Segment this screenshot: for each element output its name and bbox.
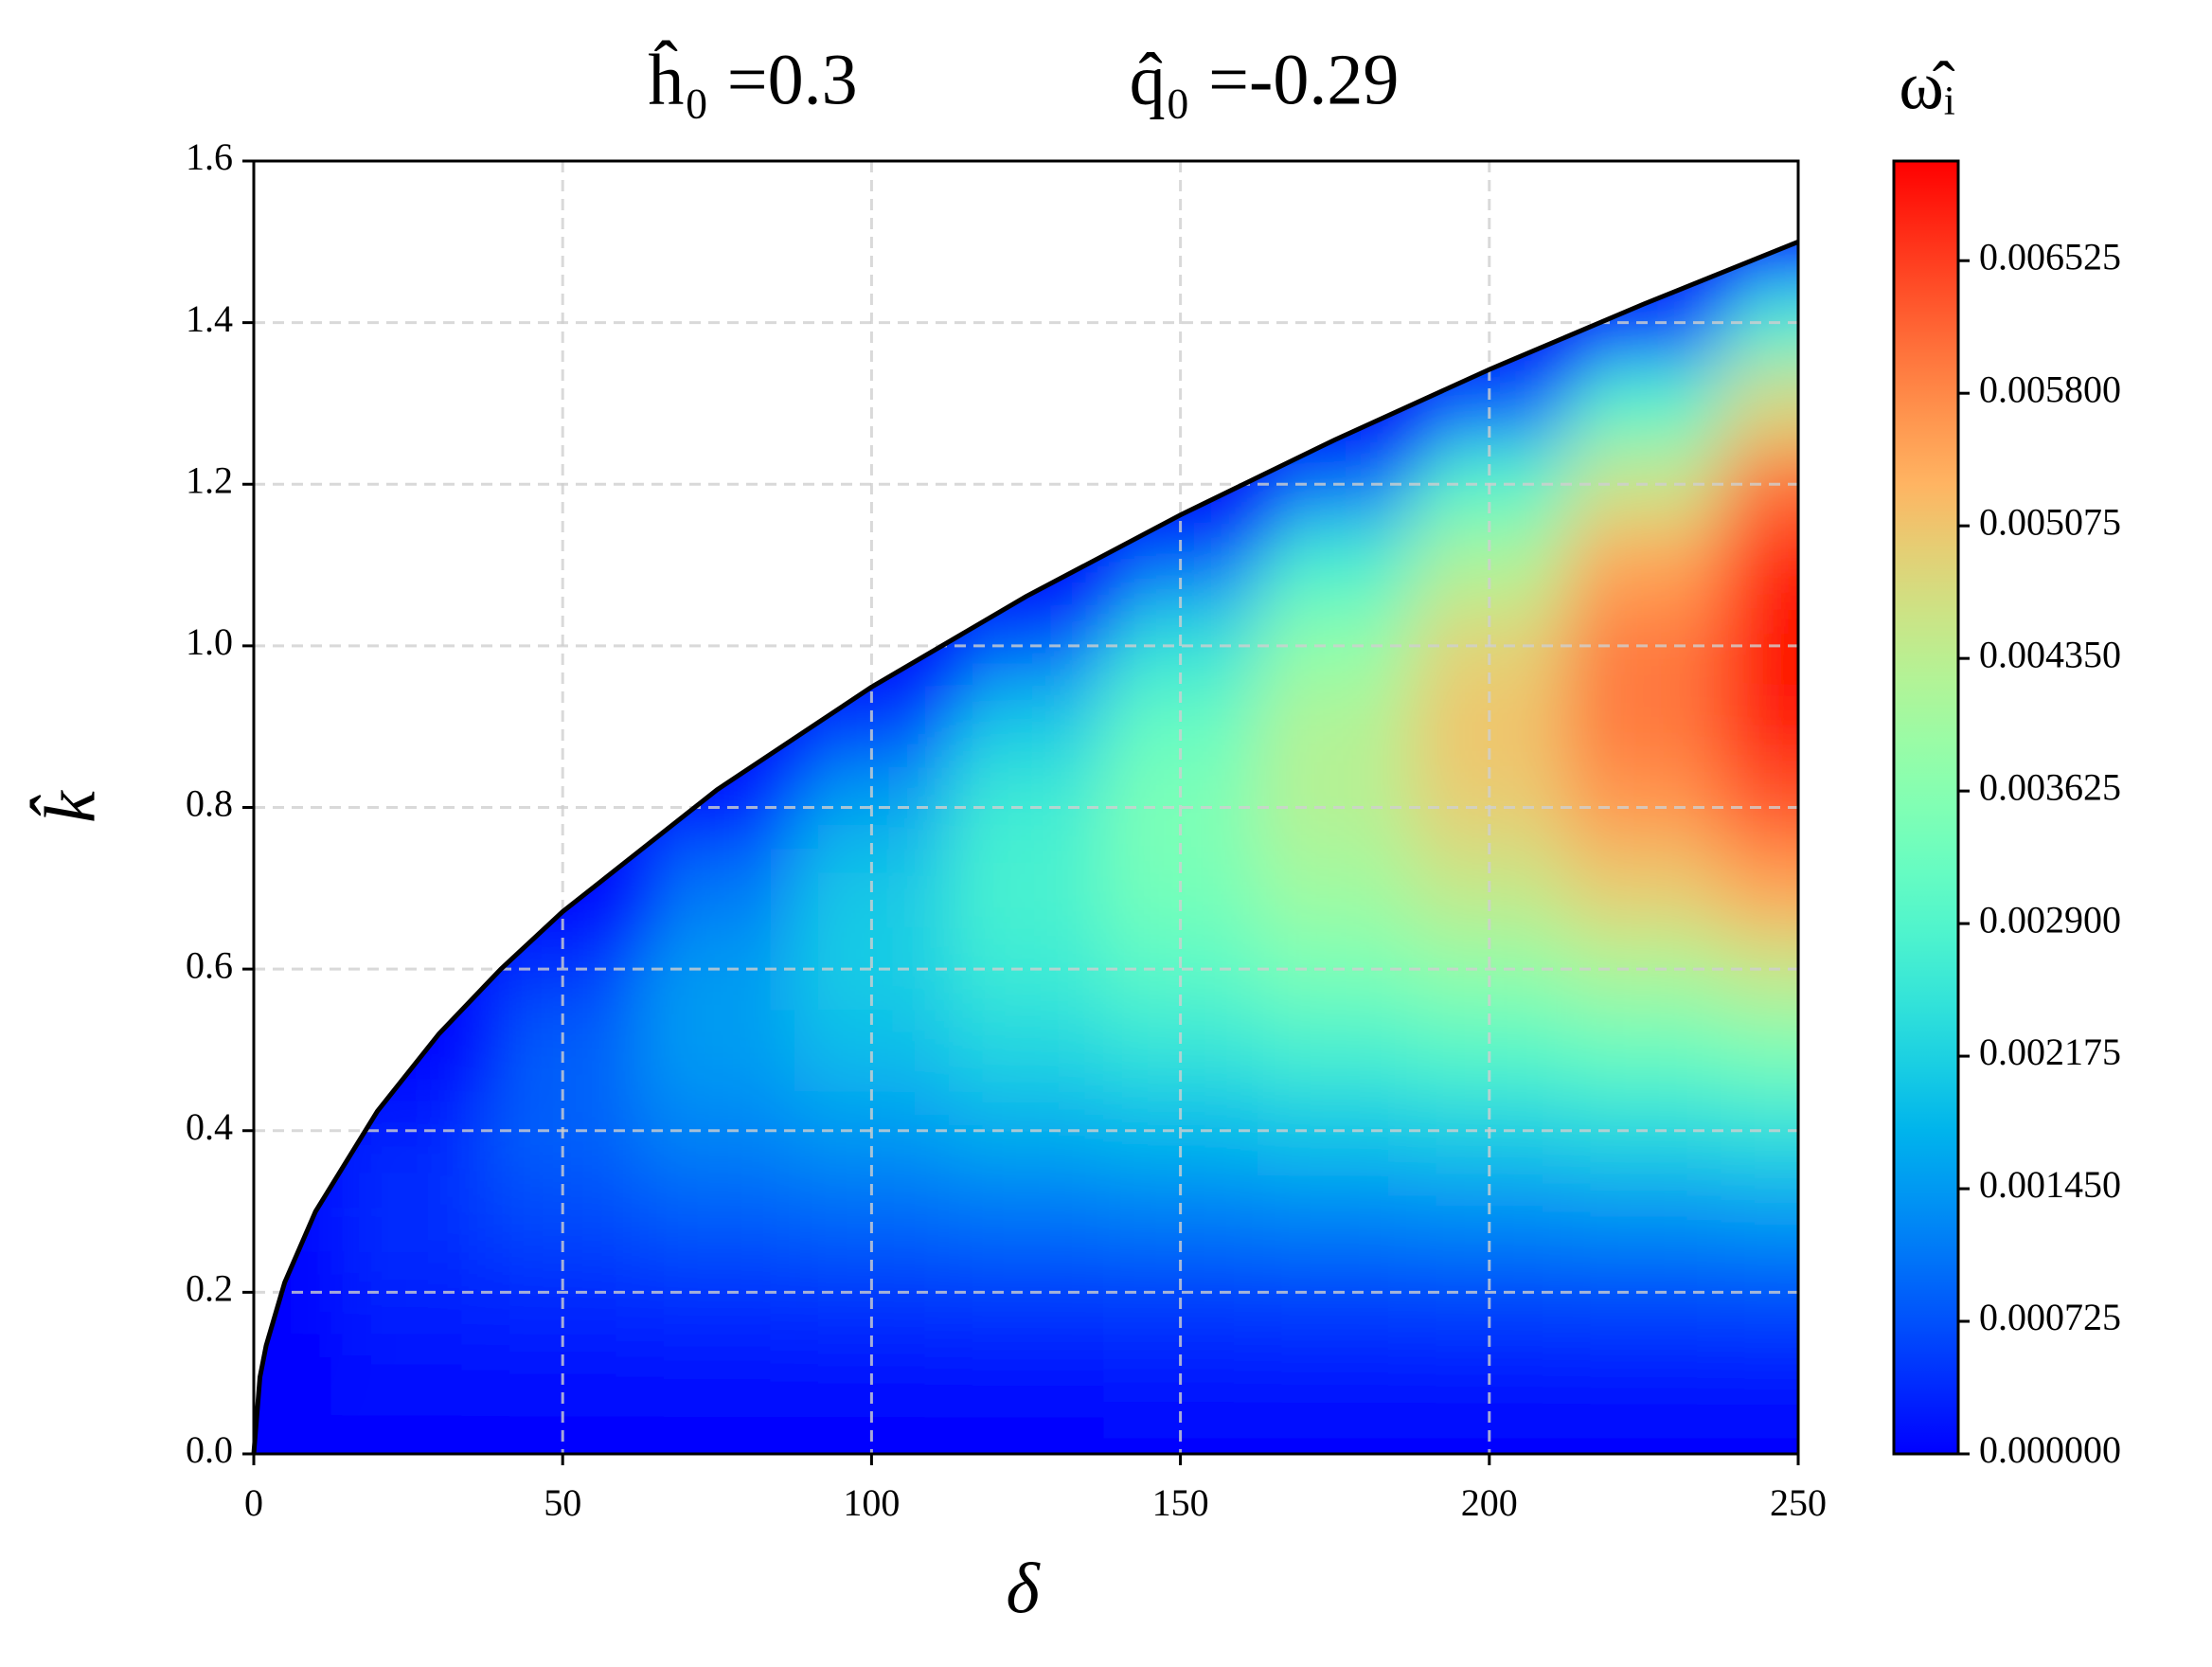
field-cell <box>1721 363 1798 445</box>
x-tick-label: 100 <box>843 1481 900 1524</box>
colorbar-tick-label: 0.006525 <box>1979 235 2121 278</box>
colorbar-tick-label: 0.000725 <box>1979 1296 2121 1338</box>
field-cell <box>948 1333 1105 1415</box>
field-cell <box>330 1333 487 1415</box>
field-cell <box>1258 1009 1414 1092</box>
y-tick-label: 1.6 <box>186 135 233 178</box>
y-tick-label: 0.2 <box>186 1267 233 1310</box>
boundary-curve <box>251 239 1799 1455</box>
field-cell <box>1721 524 1798 607</box>
field-cells <box>254 242 1798 1454</box>
field-cell <box>1258 848 1414 930</box>
colorbar-tick-label: 0.002175 <box>1979 1031 2121 1073</box>
y-tick-label: 0.6 <box>186 943 233 986</box>
field-cell <box>1721 686 1798 768</box>
colorbar-tick-label: 0.002900 <box>1979 898 2121 941</box>
field-cell <box>1721 1009 1798 1092</box>
field-cell <box>639 1009 795 1092</box>
field-cell <box>1566 1171 1722 1253</box>
colorbar-tick-label: 0.004350 <box>1979 633 2121 675</box>
field-cell <box>948 1009 1105 1092</box>
x-tick-label: 250 <box>1770 1481 1827 1524</box>
field-cell <box>1721 1413 1798 1454</box>
field-cell <box>1258 686 1414 768</box>
field-cell <box>1721 848 1798 930</box>
colorbar-tick-label: 0.000000 <box>1979 1428 2121 1471</box>
field-cell <box>254 1413 332 1454</box>
field-cell <box>948 1251 1105 1335</box>
field-cell <box>948 605 1105 688</box>
field-cell <box>1258 1413 1414 1454</box>
field-cell <box>639 1413 795 1454</box>
field-cell <box>1258 524 1414 607</box>
title-left: ĥ₀ =0.3 <box>648 40 857 119</box>
y-tick-label: 0.0 <box>186 1428 233 1471</box>
field-cell <box>330 1413 487 1454</box>
field-cell <box>1566 363 1722 445</box>
field-cell <box>330 1171 487 1253</box>
colorbar-tick-label: 0.003625 <box>1979 765 2121 808</box>
x-tick-label: 0 <box>244 1481 263 1524</box>
x-tick-label: 150 <box>1152 1481 1209 1524</box>
y-tick-label: 1.2 <box>186 458 233 501</box>
field-cell <box>1566 1009 1722 1092</box>
field-cell <box>948 1413 1105 1454</box>
x-axis-label: δ <box>1006 1549 1041 1628</box>
field-cell <box>948 686 1105 768</box>
field-cell <box>1566 686 1722 768</box>
field-cell <box>948 1090 1105 1173</box>
colorbar-tick-label: 0.005075 <box>1979 500 2121 543</box>
colorbar-tick-label: 0.005800 <box>1979 367 2121 410</box>
y-axis-label: k̂ <box>29 790 111 823</box>
colorbar <box>1892 159 1960 1456</box>
y-tick-label: 0.4 <box>186 1105 233 1148</box>
field-cell <box>948 766 1105 850</box>
x-tick-label: 50 <box>544 1481 581 1524</box>
y-tick-label: 0.8 <box>186 782 233 825</box>
field-cell <box>948 928 1105 1011</box>
field-cell <box>1721 1333 1798 1415</box>
field-cell <box>639 1171 795 1253</box>
field-cell <box>1258 1333 1414 1415</box>
title-right: q̂₀ =-0.29 <box>1130 40 1400 119</box>
colorbar-tick-label: 0.001450 <box>1979 1163 2121 1206</box>
field-cell <box>1566 1413 1722 1454</box>
y-tick-label: 1.0 <box>186 620 233 663</box>
field-cell <box>1566 1333 1722 1415</box>
y-tick-label: 1.4 <box>186 297 233 340</box>
field <box>254 242 1798 1454</box>
field-cell <box>948 848 1105 930</box>
field-cell <box>948 1171 1105 1253</box>
field-cell <box>1566 524 1722 607</box>
field-cell <box>1258 1171 1414 1253</box>
field-cell <box>639 1333 795 1415</box>
field-cell <box>1566 848 1722 930</box>
colorbar-label: ω̂ᵢ <box>1899 48 1954 124</box>
field-cell <box>1721 1171 1798 1253</box>
field-cell <box>639 848 795 930</box>
x-tick-label: 200 <box>1461 1481 1518 1524</box>
